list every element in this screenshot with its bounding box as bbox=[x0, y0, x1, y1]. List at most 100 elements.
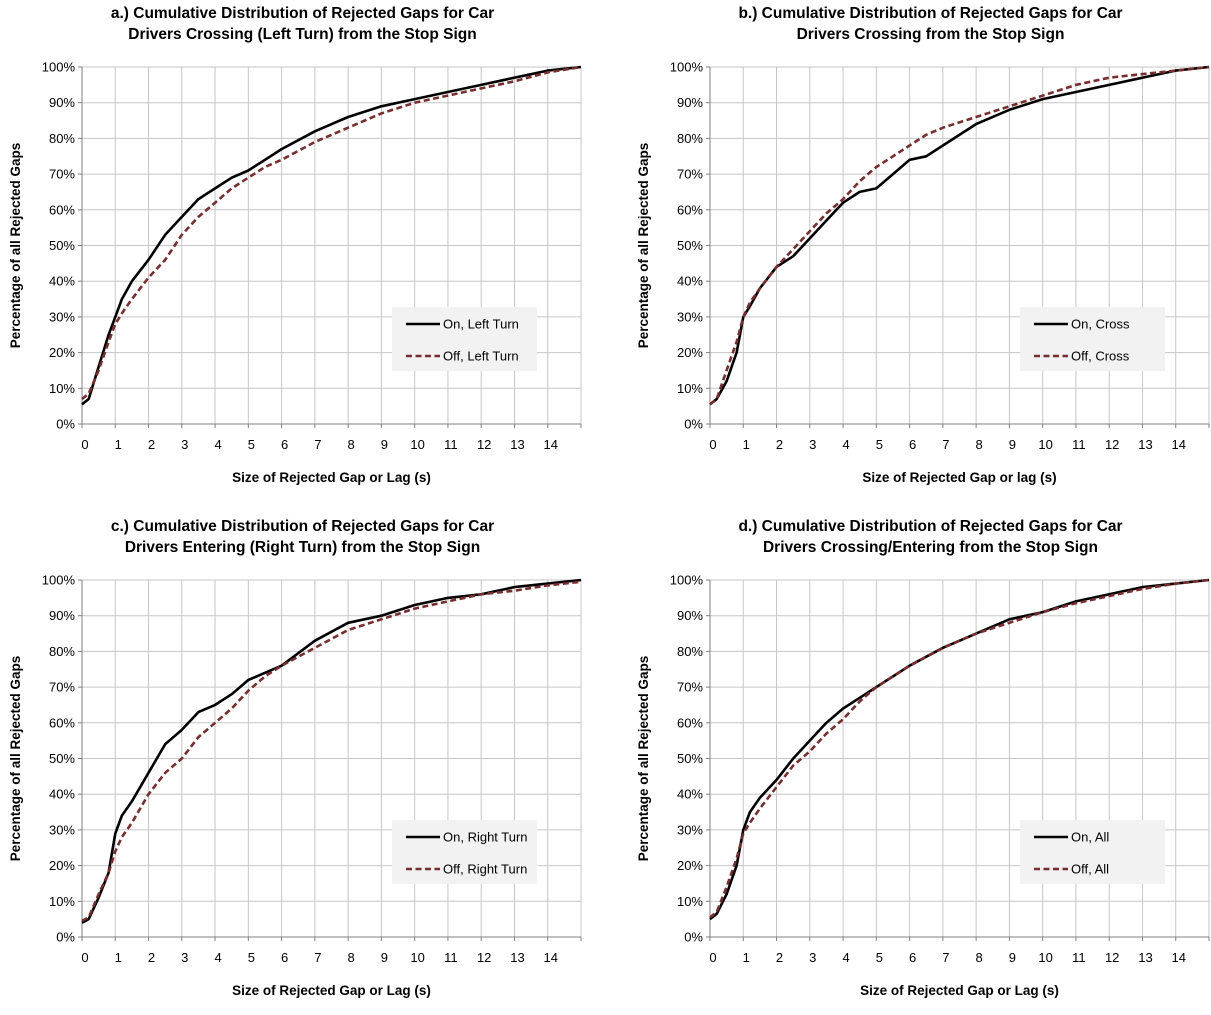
legend: On, Right Turn Off, Right Turn bbox=[392, 820, 537, 884]
legend-label: On, Right Turn bbox=[443, 830, 528, 845]
x-tick-label: 1 bbox=[115, 950, 122, 965]
legend-label: On, Cross bbox=[1071, 317, 1130, 332]
x-tick-label: 1 bbox=[115, 437, 122, 452]
y-tick-label: 60% bbox=[49, 202, 75, 217]
y-tick-label: 40% bbox=[49, 787, 75, 802]
y-tick-label: 100% bbox=[42, 573, 76, 588]
chart-title-line-1: b.) Cumulative Distribution of Rejected … bbox=[738, 5, 1123, 22]
legend: On, Cross Off, Cross bbox=[1020, 307, 1165, 371]
x-tick-label: 3 bbox=[809, 950, 816, 965]
x-tick-label: 0 bbox=[709, 950, 716, 965]
x-tick-label: 8 bbox=[348, 950, 355, 965]
chart-title-line-1: d.) Cumulative Distribution of Rejected … bbox=[738, 518, 1123, 535]
y-tick-label: 100% bbox=[42, 60, 76, 75]
x-tick-label: 1 bbox=[743, 437, 750, 452]
x-axis-title: Size of Rejected Gap or Lag (s) bbox=[232, 470, 431, 485]
x-tick-label: 5 bbox=[248, 950, 255, 965]
chart-plot: 0%10%20%30%40%50%60%70%80%90%100%0 1 2 3 4 5 6… bbox=[636, 573, 1210, 998]
chart-panel-b: b.) Cumulative Distribution of Rejected … bbox=[628, 0, 1211, 502]
x-tick-label: 4 bbox=[214, 950, 221, 965]
chart-title-line-2: Drivers Entering (Right Turn) from the S… bbox=[124, 539, 481, 556]
chart-panel-d: d.) Cumulative Distribution of Rejected … bbox=[628, 513, 1211, 1015]
x-tick-label: 9 bbox=[381, 950, 388, 965]
y-tick-label: 20% bbox=[677, 345, 703, 360]
y-tick-label: 30% bbox=[677, 822, 703, 837]
y-tick-label: 50% bbox=[677, 238, 703, 253]
x-tick-label: 13 bbox=[1138, 437, 1152, 452]
chart-panel-c: c.) Cumulative Distribution of Rejected … bbox=[0, 513, 605, 1015]
x-tick-label: 7 bbox=[314, 950, 321, 965]
series-line-on bbox=[709, 578, 1210, 921]
x-tick-label: 14 bbox=[543, 950, 557, 965]
y-tick-label: 20% bbox=[677, 858, 703, 873]
x-tick-label: 0 bbox=[81, 950, 88, 965]
series-line-off bbox=[81, 65, 582, 401]
y-axis-title: Percentage of all Rejected Gaps bbox=[636, 656, 651, 862]
y-tick-label: 30% bbox=[49, 822, 75, 837]
x-tick-label: 6 bbox=[909, 437, 916, 452]
x-tick-label: 14 bbox=[1171, 950, 1185, 965]
y-axis-title: Percentage of all Rejected Gaps bbox=[8, 143, 23, 349]
x-tick-label: 10 bbox=[1038, 437, 1052, 452]
x-tick-label: 2 bbox=[148, 437, 155, 452]
y-axis-title: Percentage of all Rejected Gaps bbox=[636, 143, 651, 349]
y-tick-label: 70% bbox=[677, 167, 703, 182]
legend-box bbox=[1020, 820, 1165, 884]
y-tick-label: 20% bbox=[49, 858, 75, 873]
x-axis-title: Size of Rejected Gap or Lag (s) bbox=[232, 983, 431, 998]
y-tick-label: 100% bbox=[670, 60, 704, 75]
chart-title-line-2: Drivers Crossing (Left Turn) from the St… bbox=[128, 26, 477, 43]
y-tick-label: 70% bbox=[677, 680, 703, 695]
x-tick-label: 12 bbox=[477, 950, 491, 965]
y-tick-label: 90% bbox=[49, 95, 75, 110]
y-tick-label: 80% bbox=[677, 131, 703, 146]
chart-title-line-2: Drivers Crossing from the Stop Sign bbox=[796, 26, 1065, 43]
legend-label: Off, All bbox=[1071, 862, 1109, 877]
x-tick-label: 5 bbox=[248, 437, 255, 452]
legend-label: On, Left Turn bbox=[443, 317, 519, 332]
y-tick-label: 50% bbox=[677, 751, 703, 766]
x-tick-label: 11 bbox=[1072, 437, 1086, 452]
legend: On, All Off, All bbox=[1020, 820, 1165, 884]
x-tick-label: 11 bbox=[444, 437, 458, 452]
legend-box bbox=[1020, 307, 1165, 371]
legend: On, Left Turn Off, Left Turn bbox=[392, 307, 537, 371]
chart-plot: 0%10%20%30%40%50%60%70%80%90%100%0 1 2 3 4 5 6… bbox=[636, 60, 1210, 485]
x-tick-label: 7 bbox=[314, 437, 321, 452]
x-tick-label: 5 bbox=[876, 437, 883, 452]
chart-title-line-2: Drivers Crossing/Entering from the Stop … bbox=[762, 539, 1098, 556]
x-tick-label: 10 bbox=[1038, 950, 1052, 965]
x-tick-label: 4 bbox=[214, 437, 221, 452]
gridlines bbox=[82, 66, 582, 424]
x-tick-label: 10 bbox=[410, 437, 424, 452]
x-axis-title: Size of Rejected Gap or lag (s) bbox=[862, 470, 1056, 485]
x-tick-label: 5 bbox=[876, 950, 883, 965]
x-tick-label: 6 bbox=[281, 950, 288, 965]
y-tick-label: 60% bbox=[677, 715, 703, 730]
legend-box bbox=[392, 820, 537, 884]
x-tick-label: 14 bbox=[543, 437, 557, 452]
chart-title-line-1: a.) Cumulative Distribution of Rejected … bbox=[110, 5, 495, 22]
x-tick-label: 12 bbox=[1105, 950, 1119, 965]
x-tick-label: 0 bbox=[709, 437, 716, 452]
x-tick-label: 7 bbox=[942, 950, 949, 965]
x-tick-label: 10 bbox=[410, 950, 424, 965]
y-tick-label: 10% bbox=[677, 894, 703, 909]
y-tick-label: 50% bbox=[49, 238, 75, 253]
x-tick-label: 2 bbox=[776, 437, 783, 452]
y-tick-label: 80% bbox=[49, 131, 75, 146]
x-tick-label: 13 bbox=[510, 437, 524, 452]
y-tick-label: 30% bbox=[49, 309, 75, 324]
x-tick-label: 3 bbox=[181, 950, 188, 965]
x-axis-title: Size of Rejected Gap or Lag (s) bbox=[860, 983, 1059, 998]
y-tick-label: 30% bbox=[677, 309, 703, 324]
y-tick-label: 90% bbox=[677, 608, 703, 623]
x-tick-label: 6 bbox=[281, 437, 288, 452]
x-tick-label: 9 bbox=[1009, 950, 1016, 965]
legend-label: Off, Cross bbox=[1071, 349, 1130, 364]
y-tick-label: 0% bbox=[56, 930, 75, 945]
legend-label: Off, Right Turn bbox=[443, 862, 527, 877]
x-tick-label: 14 bbox=[1171, 437, 1185, 452]
chart-plot: 0%10%20%30%40%50%60%70%80%90%100%0 1 2 3 4 5 6… bbox=[8, 573, 582, 998]
y-tick-label: 10% bbox=[49, 894, 75, 909]
